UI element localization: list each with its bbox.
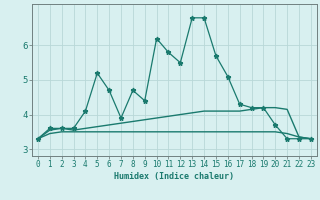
X-axis label: Humidex (Indice chaleur): Humidex (Indice chaleur) xyxy=(115,172,234,181)
